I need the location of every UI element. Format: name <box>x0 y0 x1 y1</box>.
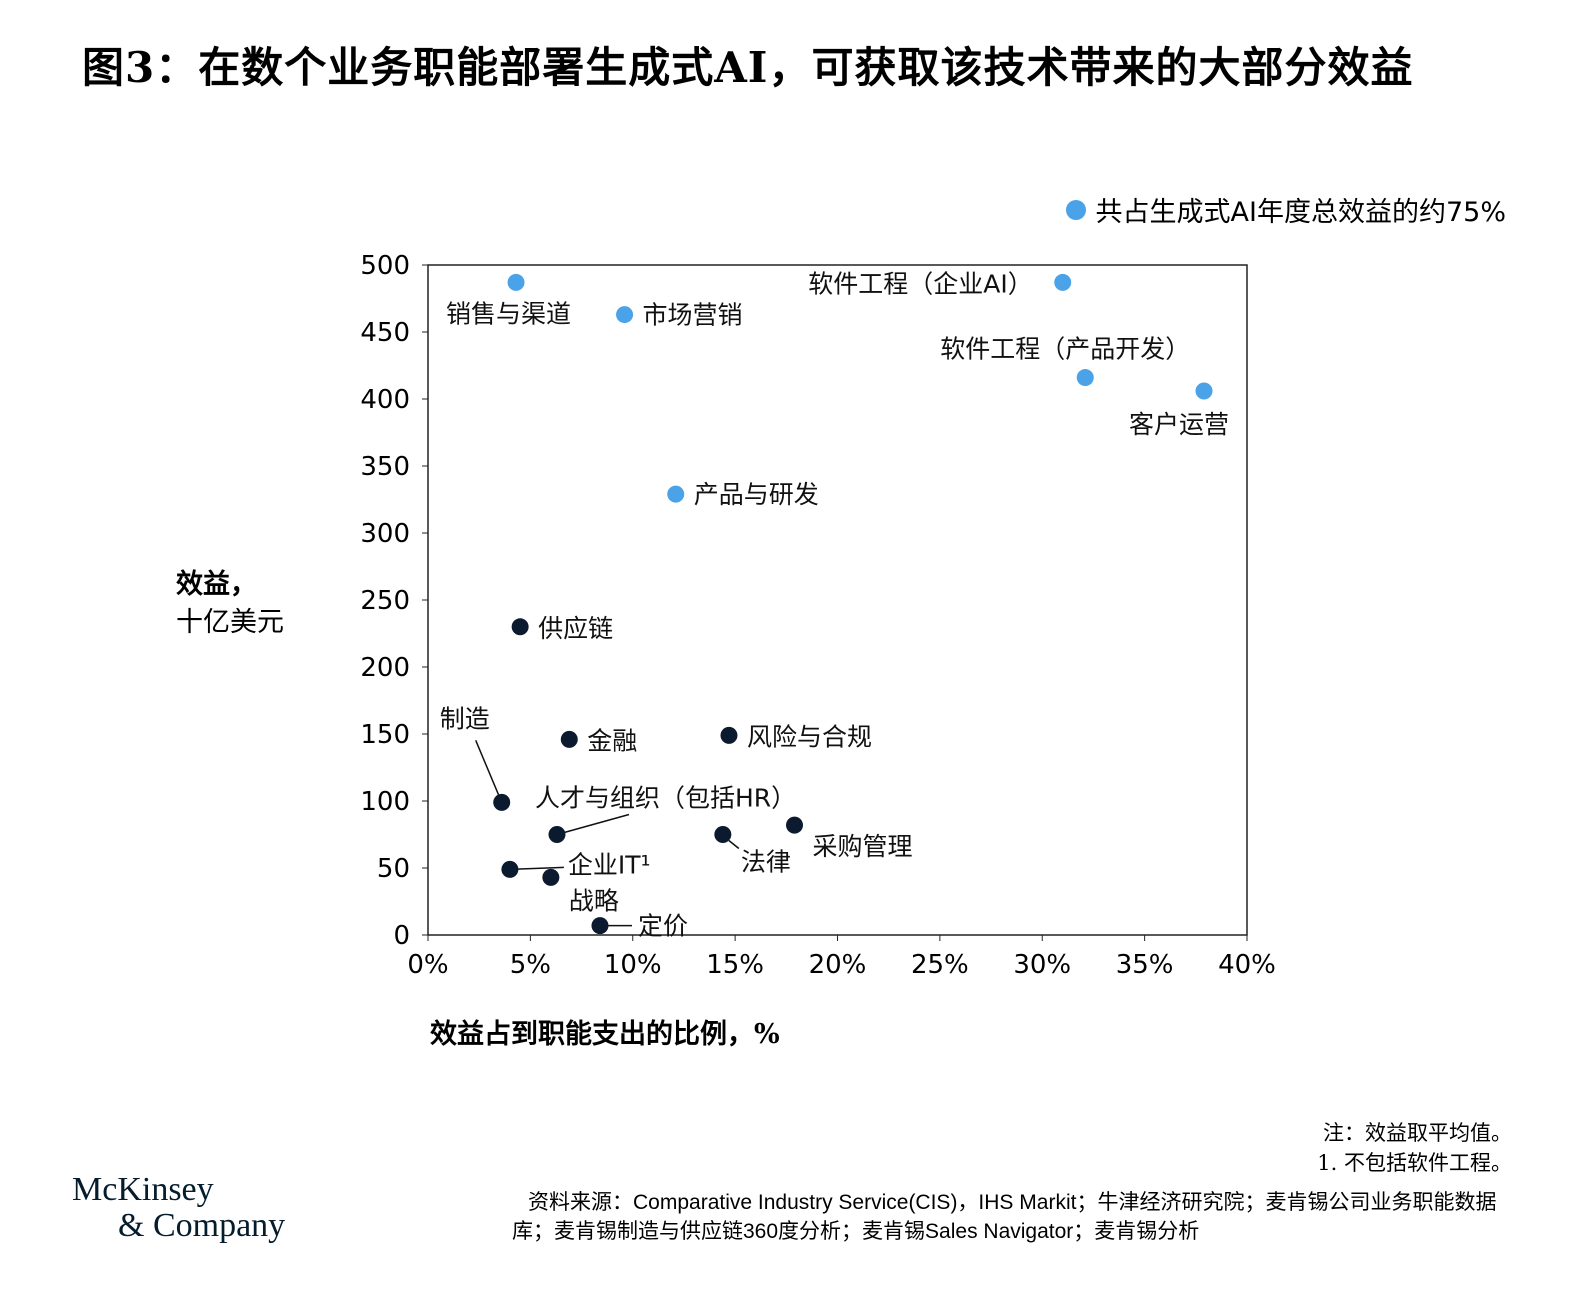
x-tick-label: 0% <box>407 950 448 980</box>
data-point <box>591 917 609 935</box>
data-point-label: 客户运营 <box>1129 410 1229 439</box>
chart-title: 图3：在数个业务职能部署生成式AI，可获取该技术带来的大部分效益 <box>82 43 1414 92</box>
y-tick-label: 400 <box>360 385 410 415</box>
data-point <box>720 726 738 744</box>
data-point <box>560 730 578 748</box>
y-tick-label: 100 <box>360 787 410 817</box>
note-line-1: 注：效益取平均值。 <box>1323 1121 1512 1145</box>
x-tick-label: 10% <box>604 950 662 980</box>
x-tick-label: 30% <box>1013 950 1071 980</box>
data-point-label: 采购管理 <box>813 832 913 861</box>
data-point <box>786 816 804 834</box>
y-axis-label: 效益， 十亿美元 <box>176 566 284 642</box>
legend-marker <box>1065 199 1086 220</box>
x-tick-label: 25% <box>911 950 969 980</box>
leader-line <box>509 866 564 871</box>
y-tick-label: 200 <box>360 653 410 683</box>
data-point <box>616 306 634 324</box>
data-point-label: 软件工程（产品开发） <box>940 335 1190 364</box>
y-axis-label-line1: 效益， <box>176 569 257 600</box>
x-tick-label: 5% <box>510 950 551 980</box>
data-point <box>1054 273 1072 291</box>
x-axis-label: 效益占到职能支出的比例，% <box>430 1019 780 1050</box>
data-point <box>501 860 519 878</box>
y-axis-label-line2: 十亿美元 <box>176 607 284 638</box>
data-point-label: 产品与研发 <box>694 480 819 509</box>
data-point-label: 制造 <box>440 704 490 733</box>
y-tick-label: 450 <box>360 318 410 348</box>
data-point <box>507 273 525 291</box>
data-point <box>493 793 511 811</box>
mckinsey-logo: McKinsey & Company <box>72 1172 285 1244</box>
data-point-label: 企业IT¹ <box>568 850 651 879</box>
data-point <box>542 868 560 886</box>
y-tick-label: 150 <box>360 720 410 750</box>
data-point <box>548 826 566 843</box>
x-tick-label: 35% <box>1116 950 1174 980</box>
legend: 共占生成式AI年度总效益的约75% <box>1065 190 1506 229</box>
leader-line <box>728 839 740 850</box>
data-point-label: 金融 <box>587 726 637 755</box>
logo-line-1: McKinsey <box>72 1171 214 1208</box>
data-point <box>1195 382 1213 400</box>
y-tick-label: 300 <box>360 519 410 549</box>
y-tick-label: 500 <box>360 251 410 281</box>
data-point-label: 定价 <box>638 912 688 941</box>
x-tick-label: 20% <box>809 950 867 980</box>
logo-line-2: & Company <box>118 1207 286 1244</box>
data-point <box>511 618 529 636</box>
data-point <box>1076 369 1094 387</box>
x-tick-label: 15% <box>706 950 764 980</box>
note-line-2: 1. 不包括软件工程。 <box>1317 1151 1512 1175</box>
leader-line <box>556 813 630 836</box>
leader-line <box>475 740 503 803</box>
y-tick-label: 50 <box>377 854 410 884</box>
data-point-label: 市场营销 <box>643 301 743 330</box>
data-point-label: 供应链 <box>538 614 613 643</box>
y-tick-label: 350 <box>360 452 410 482</box>
data-point <box>714 826 732 843</box>
data-point-label: 软件工程（企业AI） <box>808 269 1032 298</box>
notes: 注：效益取平均值。 1. 不包括软件工程。 <box>1317 1118 1512 1178</box>
data-point <box>667 485 685 503</box>
data-point-label: 风险与合规 <box>747 722 872 751</box>
legend-label: 共占生成式AI年度总效益的约75% <box>1095 197 1506 228</box>
data-point-label: 人才与组织（包括HR） <box>535 784 796 813</box>
data-point-label: 战略 <box>569 886 619 915</box>
x-tick-label: 40% <box>1218 950 1276 980</box>
source-note: 资料来源：Comparative Industry Service(CIS)，I… <box>512 1191 1497 1243</box>
y-tick-label: 0 <box>393 921 410 951</box>
data-point-label: 法律 <box>741 848 791 877</box>
y-tick-label: 250 <box>360 586 410 616</box>
data-point-label: 销售与渠道 <box>446 299 571 328</box>
